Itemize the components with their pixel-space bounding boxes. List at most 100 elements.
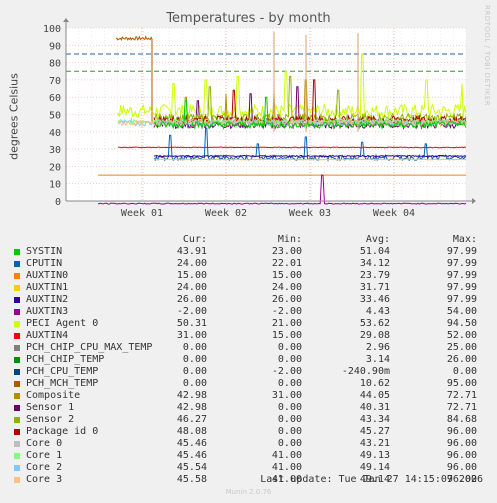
legend-swatch — [14, 249, 20, 255]
legend-cur-value: 43.91 — [176, 246, 207, 257]
legend-row: AUXTIN4 31.00 15.00 29.08 52.00 — [12, 330, 487, 342]
legend-cur-value: 0.00 — [182, 354, 207, 365]
legend-series-name: AUXTIN1 — [26, 282, 69, 293]
legend-swatch — [14, 369, 20, 375]
legend-row: AUXTIN2 26.00 26.00 33.46 97.99 — [12, 294, 487, 306]
y-tick-label: 30 — [49, 145, 61, 156]
legend-cur-value: 0.00 — [182, 342, 207, 353]
legend-header-max: Max: — [452, 234, 477, 245]
legend-swatch — [14, 405, 20, 411]
legend-cur-value: 0.00 — [182, 366, 207, 377]
legend-swatch — [14, 297, 20, 303]
legend-max-value: 54.00 — [446, 306, 477, 317]
legend-min-value: 15.00 — [271, 270, 302, 281]
legend-row: PCH_CPU_TEMP 0.00 -2.00 -240.90m 0.00 — [12, 366, 487, 378]
y-tick-label: 80 — [49, 59, 61, 70]
legend-swatch — [14, 261, 20, 267]
series-line — [153, 96, 467, 130]
legend-row: Core 0 45.46 0.00 43.21 96.00 — [12, 438, 487, 450]
y-tick-label: 0 — [55, 197, 61, 208]
legend-series-name: AUXTIN3 — [26, 306, 69, 317]
legend-cur-value: 0.00 — [182, 378, 207, 389]
legend-avg-value: 3.14 — [365, 354, 390, 365]
legend-max-value: 97.99 — [446, 270, 477, 281]
legend-series-name: Sensor 1 — [26, 402, 75, 413]
legend-max-value: 72.71 — [446, 402, 477, 413]
legend-max-value: 96.00 — [446, 450, 477, 461]
legend-cur-value: 42.98 — [176, 390, 207, 401]
legend-row: PCH_MCH_TEMP 0.00 0.00 10.62 95.00 — [12, 378, 487, 390]
legend-series-name: SYSTIN — [26, 246, 63, 257]
legend-series-name: Core 1 — [26, 450, 63, 461]
munin-version: Munin 2.0.76 — [225, 488, 272, 496]
legend-avg-value: 10.62 — [359, 378, 390, 389]
x-tick-label: Week 02 — [205, 208, 247, 219]
legend-row: Composite 42.98 31.00 44.05 72.71 — [12, 390, 487, 402]
legend-avg-value: 2.96 — [365, 342, 390, 353]
legend-swatch — [14, 453, 20, 459]
legend-header-cur: Cur: — [182, 234, 207, 245]
legend-max-value: 96.00 — [446, 426, 477, 437]
legend-max-value: 94.50 — [446, 318, 477, 329]
legend-min-value: 0.00 — [277, 342, 302, 353]
y-axis-arrow — [63, 18, 69, 22]
legend-series-name: AUXTIN4 — [26, 330, 69, 341]
legend-max-value: 97.99 — [446, 294, 477, 305]
legend-cur-value: 50.31 — [176, 318, 207, 329]
legend-avg-value: 29.08 — [359, 330, 390, 341]
legend-cur-value: 45.46 — [176, 450, 207, 461]
legend-max-value: 25.00 — [446, 342, 477, 353]
chart-plot: 0 10 20 30 40 50 60 70 80 90 100 Week 01 Week 02 Week… — [43, 18, 476, 219]
legend-avg-value: -240.90m — [341, 366, 390, 377]
legend-cur-value: 26.00 — [176, 294, 207, 305]
legend-cur-value: 48.08 — [176, 426, 207, 437]
legend-series-name: Sensor 2 — [26, 414, 75, 425]
legend-avg-value: 49.13 — [359, 450, 390, 461]
series-line-pch-mch-temp — [115, 35, 153, 124]
y-tick-label: 50 — [49, 111, 61, 122]
legend-avg-value: 23.79 — [359, 270, 390, 281]
legend-max-value: 97.99 — [446, 282, 477, 293]
legend-min-value: 0.00 — [277, 354, 302, 365]
series-line — [153, 154, 467, 158]
legend-max-value: 0.00 — [452, 366, 477, 377]
legend-row: Sensor 2 46.27 0.00 43.34 84.68 — [12, 414, 487, 426]
legend-cur-value: 24.00 — [176, 258, 207, 269]
legend-swatch — [14, 321, 20, 327]
legend-row: AUXTIN1 24.00 24.00 31.71 97.99 — [12, 282, 487, 294]
series-line — [153, 118, 467, 127]
legend-row: Core 2 45.54 41.00 49.14 96.00 — [12, 462, 487, 474]
legend-row: PCH_CHIP_CPU_MAX_TEMP 0.00 0.00 2.96 25.00 — [12, 342, 487, 354]
legend-swatch — [14, 285, 20, 291]
legend-swatch — [14, 393, 20, 399]
legend-cur-value: -2.00 — [176, 306, 207, 317]
legend-series-name: Composite — [26, 390, 81, 401]
legend-header-avg: Avg: — [365, 234, 390, 245]
y-tick-label: 90 — [49, 41, 61, 52]
legend-series-name: PCH_CHIP_CPU_MAX_TEMP — [26, 342, 153, 353]
legend-row: Sensor 1 42.98 0.00 40.31 72.71 — [12, 402, 487, 414]
legend-cur-value: 45.54 — [176, 462, 207, 473]
legend-swatch — [14, 477, 20, 483]
legend-row: PCH_CHIP_TEMP 0.00 0.00 3.14 26.00 — [12, 354, 487, 366]
legend-avg-value: 49.14 — [359, 462, 390, 473]
legend-max-value: 97.99 — [446, 246, 477, 257]
legend-row: Package id 0 48.08 0.00 45.27 96.00 — [12, 426, 487, 438]
legend-table: Cur: Min: Avg: Max: SYSTIN 43.91 23.00 51.0… — [12, 234, 487, 486]
y-tick-label: 70 — [49, 76, 61, 87]
legend-max-value: 95.00 — [446, 378, 477, 389]
legend-max-value: 96.00 — [446, 474, 477, 485]
legend-min-value: 23.00 — [271, 246, 302, 257]
legend-min-value: 0.00 — [277, 402, 302, 413]
legend-avg-value: 51.04 — [359, 246, 390, 257]
legend-cur-value: 31.00 — [176, 330, 207, 341]
legend-swatch — [14, 441, 20, 447]
x-tick-label: Week 03 — [289, 208, 331, 219]
legend-min-value: 41.00 — [271, 462, 302, 473]
series-line — [117, 146, 467, 149]
legend-avg-value: 49.14 — [359, 474, 390, 485]
legend-max-value: 84.68 — [446, 414, 477, 425]
legend-cur-value: 24.00 — [176, 282, 207, 293]
legend-avg-value: 43.21 — [359, 438, 390, 449]
